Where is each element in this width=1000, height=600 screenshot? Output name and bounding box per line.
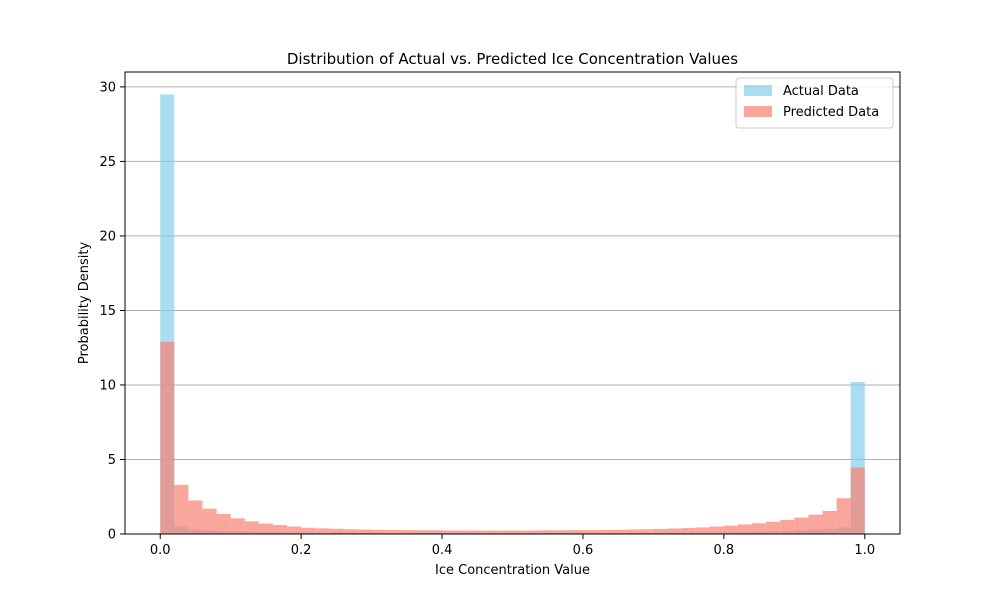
y-tick-label: 15: [99, 304, 116, 319]
histogram-bar: [737, 524, 753, 534]
histogram-bar: [357, 529, 372, 534]
y-tick-label: 5: [108, 453, 116, 468]
histogram-bar: [343, 529, 358, 534]
y-axis: 0 5 10 15 20 25 30: [99, 80, 125, 543]
legend-box: [735, 77, 894, 129]
histogram-bar: [315, 528, 330, 534]
histogram-bar: [230, 518, 245, 534]
histogram-bar: [667, 528, 682, 534]
histogram-bar: [822, 510, 837, 534]
histogram-bar: [639, 529, 654, 534]
histogram-bar: [427, 530, 443, 534]
histogram-bar: [568, 530, 583, 534]
histogram-bar: [709, 526, 724, 534]
y-axis-label: Probability Density: [77, 242, 92, 365]
histogram-bar: [836, 498, 851, 534]
histogram-bar: [202, 508, 217, 534]
y-tick-label: 0: [108, 528, 116, 543]
histogram-bar: [850, 467, 865, 534]
histogram-bar: [597, 529, 612, 534]
histogram-bar: [554, 530, 569, 534]
histogram-bar: [484, 530, 499, 534]
histogram-bars: [160, 94, 865, 535]
histogram-bar: [160, 341, 175, 534]
histogram-bar: [399, 530, 414, 534]
legend-swatch-actual: [744, 85, 772, 96]
histogram-bar: [723, 525, 738, 534]
y-tick-label: 20: [99, 229, 116, 244]
x-tick-label: 0.0: [150, 543, 171, 558]
histogram-bar: [808, 514, 823, 534]
histogram-bar: [766, 521, 781, 534]
legend: Actual Data Predicted Data: [735, 77, 894, 129]
histogram-bar: [287, 526, 302, 534]
x-tick-label: 0.2: [291, 543, 312, 558]
histogram-bar: [188, 500, 203, 534]
y-tick-label: 10: [99, 378, 116, 393]
histogram-bar: [780, 519, 795, 534]
histogram-bar: [385, 529, 400, 534]
histogram-bar: [625, 529, 640, 534]
legend-label-predicted: Predicted Data: [783, 105, 879, 120]
histogram-bar: [540, 530, 555, 534]
histogram-bar: [442, 530, 457, 534]
plot-area-frame: [124, 71, 901, 535]
histogram-bar: [653, 528, 668, 534]
histogram-bar: [456, 530, 471, 534]
histogram-bar: [611, 529, 626, 534]
histogram-bar: [526, 530, 541, 534]
histogram-bar: [272, 525, 288, 534]
histogram-bar: [498, 530, 513, 534]
histogram-bar: [244, 521, 259, 534]
x-tick-label: 0.4: [432, 543, 453, 558]
histogram-bar: [329, 528, 344, 534]
x-tick-label: 1.0: [854, 543, 875, 558]
legend-swatch-predicted: [744, 106, 772, 117]
x-axis-label: Ice Concentration Value: [435, 563, 590, 578]
chart-title: Distribution of Actual vs. Predicted Ice…: [287, 50, 738, 68]
histogram-bar: [582, 530, 598, 534]
legend-label-actual: Actual Data: [783, 84, 859, 99]
histogram-bar: [695, 527, 710, 534]
x-tick-label: 0.6: [573, 543, 594, 558]
x-tick-label: 0.8: [714, 543, 735, 558]
series-predicted: [160, 341, 865, 534]
histogram-bar: [794, 517, 809, 534]
y-gridlines: [125, 86, 900, 535]
histogram-bar: [512, 530, 527, 534]
histogram-bar: [681, 528, 696, 534]
histogram-bar: [470, 530, 485, 534]
histogram-bar: [174, 484, 189, 534]
histogram-bar: [258, 523, 273, 534]
series-actual: [160, 94, 865, 535]
y-tick-label: 25: [99, 155, 116, 170]
histogram-bar: [371, 529, 386, 534]
histogram-bar: [413, 530, 428, 534]
histogram-bar: [752, 523, 767, 534]
histogram-bar: [216, 513, 231, 534]
x-axis: 0.0 0.2 0.4 0.6 0.8 1.0: [150, 534, 875, 558]
histogram-bar: [301, 527, 316, 534]
y-tick-label: 30: [99, 80, 116, 95]
